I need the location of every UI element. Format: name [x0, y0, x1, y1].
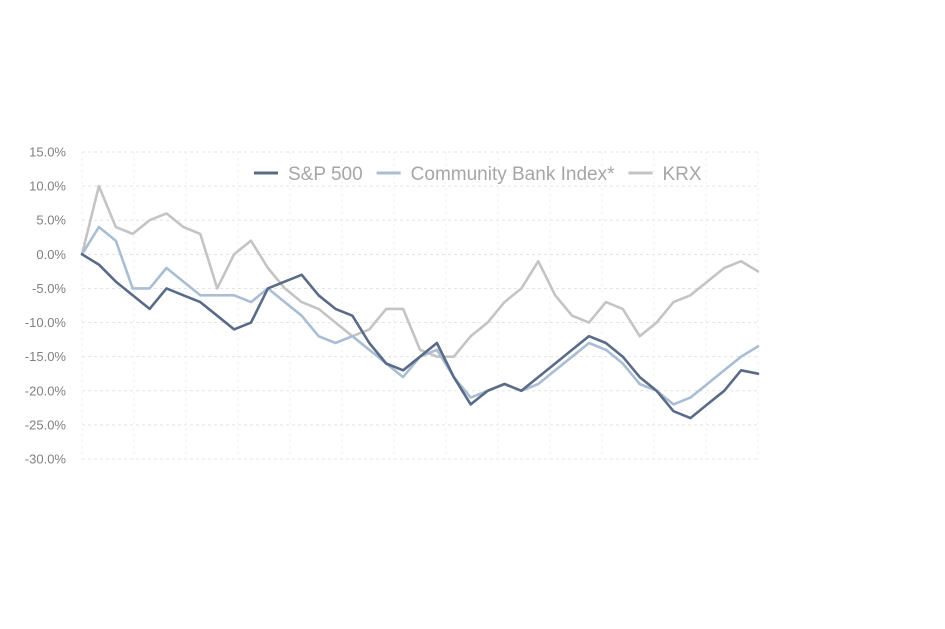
series-line-1 [80, 225, 760, 406]
y-tick-label: 0.0% [36, 247, 66, 262]
y-tick-label: -10.0% [25, 315, 67, 330]
y-tick-label: 10.0% [29, 179, 66, 194]
y-axis-tick-labels: 15.0% 10.0% 5.0% 0.0% -5.0% -10.0% -15.0% -20.0… [25, 145, 67, 467]
y-tick-label: 5.0% [36, 213, 66, 228]
y-tick-label: 15.0% [29, 145, 66, 160]
y-tick-label: -30.0% [25, 452, 67, 467]
series-lines [80, 184, 760, 420]
legend-label: Community Bank Index* [411, 164, 615, 185]
grid [81, 151, 759, 460]
legend: S&P 500 Community Bank Index* KRX [254, 164, 702, 185]
y-tick-label: -15.0% [25, 349, 67, 364]
series-line-2 [80, 184, 760, 359]
series-line-0 [80, 253, 760, 420]
y-tick-label: -25.0% [25, 417, 67, 432]
legend-label: S&P 500 [288, 164, 363, 185]
legend-label: KRX [662, 164, 701, 185]
y-tick-label: -20.0% [25, 383, 67, 398]
y-tick-label: -5.0% [32, 281, 66, 296]
